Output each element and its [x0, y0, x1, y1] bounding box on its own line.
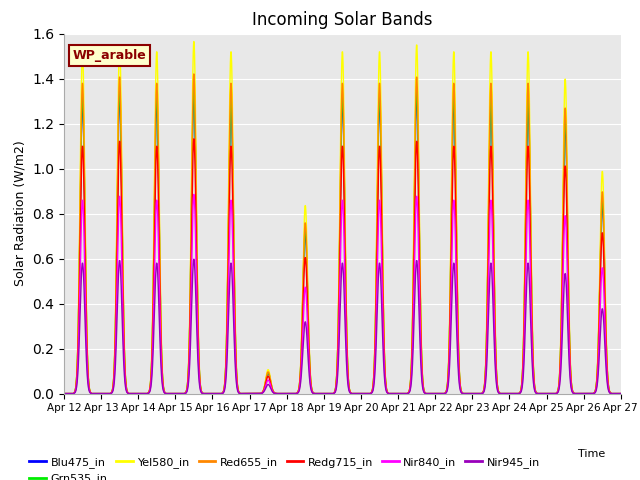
Legend: Blu475_in, Grn535_in, Yel580_in, Red655_in, Redg715_in, Nir840_in, Nir945_in: Blu475_in, Grn535_in, Yel580_in, Red655_… — [25, 453, 544, 480]
Text: WP_arable: WP_arable — [72, 49, 146, 62]
Title: Incoming Solar Bands: Incoming Solar Bands — [252, 11, 433, 29]
Y-axis label: Solar Radiation (W/m2): Solar Radiation (W/m2) — [13, 141, 27, 287]
Text: Time: Time — [577, 449, 605, 459]
